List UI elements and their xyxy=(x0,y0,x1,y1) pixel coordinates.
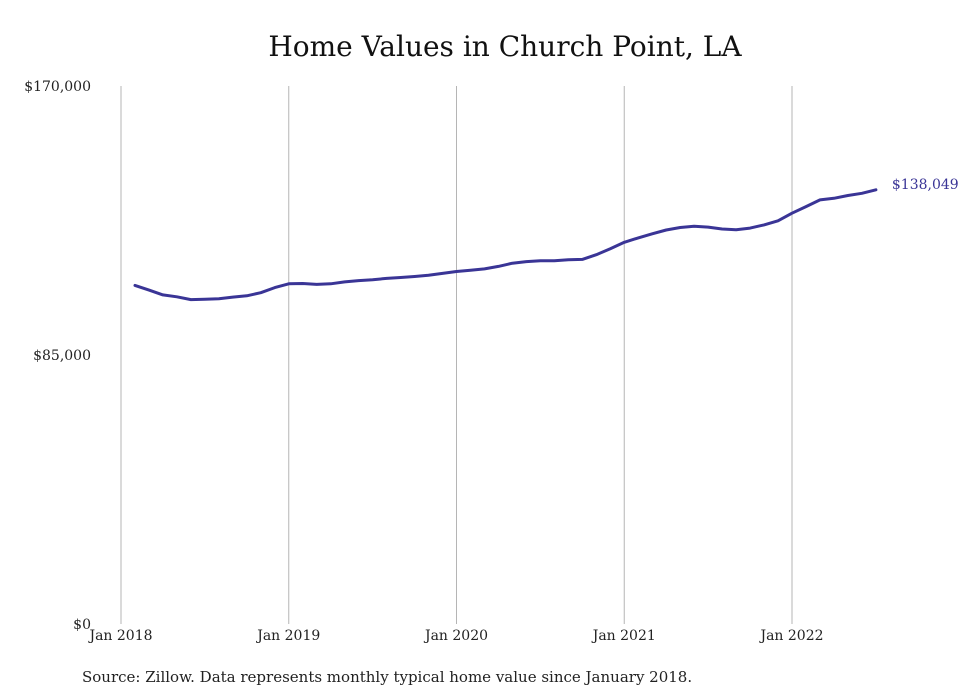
y-axis-ticks: $0 $85,000 $170,000 xyxy=(24,79,91,633)
source-note: Source: Zillow. Data represents monthly … xyxy=(82,668,693,686)
end-value-label: $138,049 xyxy=(892,177,959,193)
y-tick-label: $85,000 xyxy=(33,348,91,364)
x-axis-ticks: Jan 2018 Jan 2019 Jan 2020 Jan 2021 Jan 2022 xyxy=(87,628,823,644)
x-tick-label: Jan 2020 xyxy=(423,628,488,644)
x-tick-label: Jan 2022 xyxy=(758,628,823,644)
y-tick-label: $170,000 xyxy=(24,79,91,95)
y-tick-label: $0 xyxy=(73,617,91,633)
x-tick-label: Jan 2021 xyxy=(591,628,656,644)
series-line xyxy=(133,188,878,302)
chart-title: Home Values in Church Point, LA xyxy=(268,30,742,63)
gridlines xyxy=(120,86,793,624)
x-tick-label: Jan 2019 xyxy=(255,628,320,644)
x-tick-label: Jan 2018 xyxy=(87,628,152,644)
